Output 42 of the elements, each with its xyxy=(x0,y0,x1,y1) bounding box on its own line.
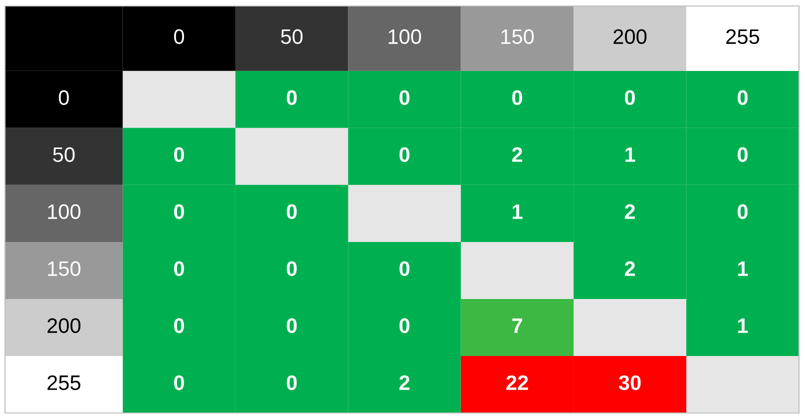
x-tick-label: 255 xyxy=(726,29,760,44)
data-label: 30 xyxy=(618,375,641,390)
data-label: 1 xyxy=(625,147,636,162)
y-tick-label: 255 xyxy=(48,375,80,390)
data-label: 0 xyxy=(400,90,410,105)
x-tick-label: 200 xyxy=(614,29,646,44)
y-tick-label: 150 xyxy=(48,261,80,276)
data-label: 0 xyxy=(738,204,748,220)
data-label: 1 xyxy=(512,204,522,219)
y-tick-label: 200 xyxy=(48,318,80,334)
x-tick-label: 150 xyxy=(501,29,534,44)
data-label: 0 xyxy=(624,90,635,105)
data-label: 0 xyxy=(286,375,297,390)
data-label: 0 xyxy=(286,261,297,276)
data-label: 0 xyxy=(738,90,748,105)
data-label: 0 xyxy=(400,318,410,334)
data-label: 0 xyxy=(400,147,410,162)
data-label: 0 xyxy=(738,147,748,162)
data-label: 0 xyxy=(286,90,297,105)
data-label: 1 xyxy=(738,318,748,333)
data-label: 0 xyxy=(286,204,297,220)
data-label: 0 xyxy=(174,261,184,276)
data-label: 0 xyxy=(400,261,410,276)
data-label: 0 xyxy=(174,318,184,334)
data-label: 0 xyxy=(286,318,297,334)
data-label: 2 xyxy=(624,204,635,219)
data-label: 2 xyxy=(512,147,522,162)
data-label: 0 xyxy=(512,90,522,105)
data-label: 2 xyxy=(399,375,410,390)
data-label: 0 xyxy=(174,375,184,390)
y-tick-label: 100 xyxy=(48,204,80,220)
data-label: 22 xyxy=(506,375,528,390)
data-label: 1 xyxy=(738,262,748,276)
data-label: 7 xyxy=(512,318,522,333)
y-tick-label: 0 xyxy=(58,90,69,105)
data-label: 0 xyxy=(174,204,184,220)
data-label: 0 xyxy=(174,147,184,162)
x-tick-label: 100 xyxy=(388,29,422,44)
x-tick-label: 50 xyxy=(281,29,303,44)
x-tick-label: 0 xyxy=(174,29,184,44)
data-label: 2 xyxy=(624,261,635,276)
y-tick-label: 50 xyxy=(53,147,75,162)
